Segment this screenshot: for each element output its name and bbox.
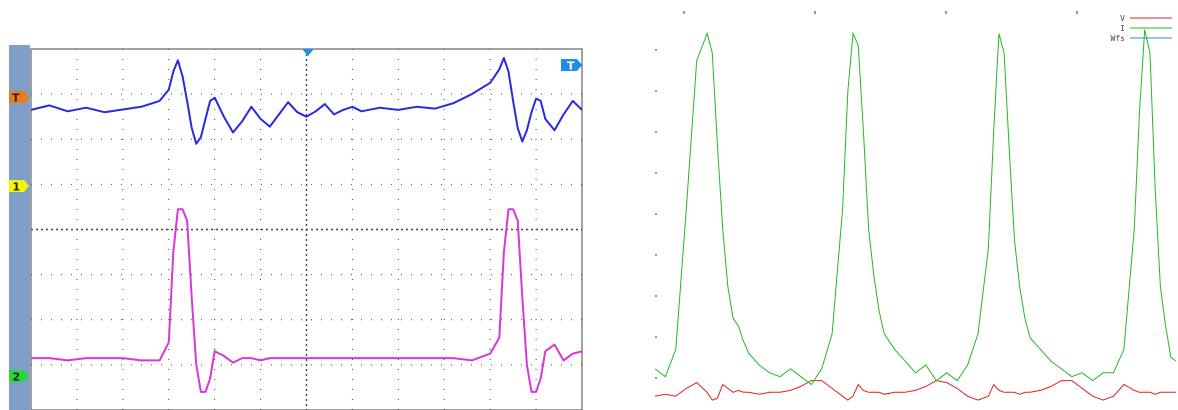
scope-trace-1 [30, 57, 583, 145]
scope-sidebar [9, 45, 30, 410]
legend-entry-wfs: Wfs [1111, 34, 1172, 43]
trigger-badge-label: T [567, 60, 575, 73]
plot-series-i [654, 29, 1177, 386]
trigger-badge-shape [561, 59, 582, 71]
legend-label-v: V [1120, 14, 1125, 23]
channel-1-marker: 1 [9, 180, 29, 194]
legend-entry-v: V [1120, 14, 1172, 23]
scope-trace-2 [31, 208, 583, 393]
trigger-badge: T [561, 59, 582, 73]
plot-series-v [654, 380, 1176, 401]
plot-series [654, 29, 1177, 401]
plot-ticks [655, 11, 1078, 379]
trigger-level-marker: T [9, 91, 29, 105]
channel-2-marker: 2 [9, 370, 29, 384]
channel-2-shape [9, 370, 29, 382]
scope-grid [30, 48, 583, 410]
trigger-level-label: T [12, 92, 20, 105]
trigger-level-shape [9, 91, 29, 103]
trigger-position-icon [302, 49, 314, 56]
oscilloscope-chart: T T 1 2 [9, 45, 583, 410]
line-plot-chart: V I Wfs [654, 11, 1177, 401]
oscilloscope-panel: T T 1 2 [9, 45, 583, 410]
legend-entry-i: I [1120, 24, 1172, 33]
channel-1-label: 1 [13, 181, 21, 194]
legend-label-wfs: Wfs [1111, 34, 1126, 43]
legend-label-i: I [1120, 24, 1125, 33]
scope-traces [30, 57, 583, 393]
channel-2-label: 2 [13, 371, 21, 384]
line-plot-panel: V I Wfs [598, 0, 1178, 410]
plot-legend: V I Wfs [1111, 14, 1172, 43]
channel-1-shape [9, 180, 29, 192]
